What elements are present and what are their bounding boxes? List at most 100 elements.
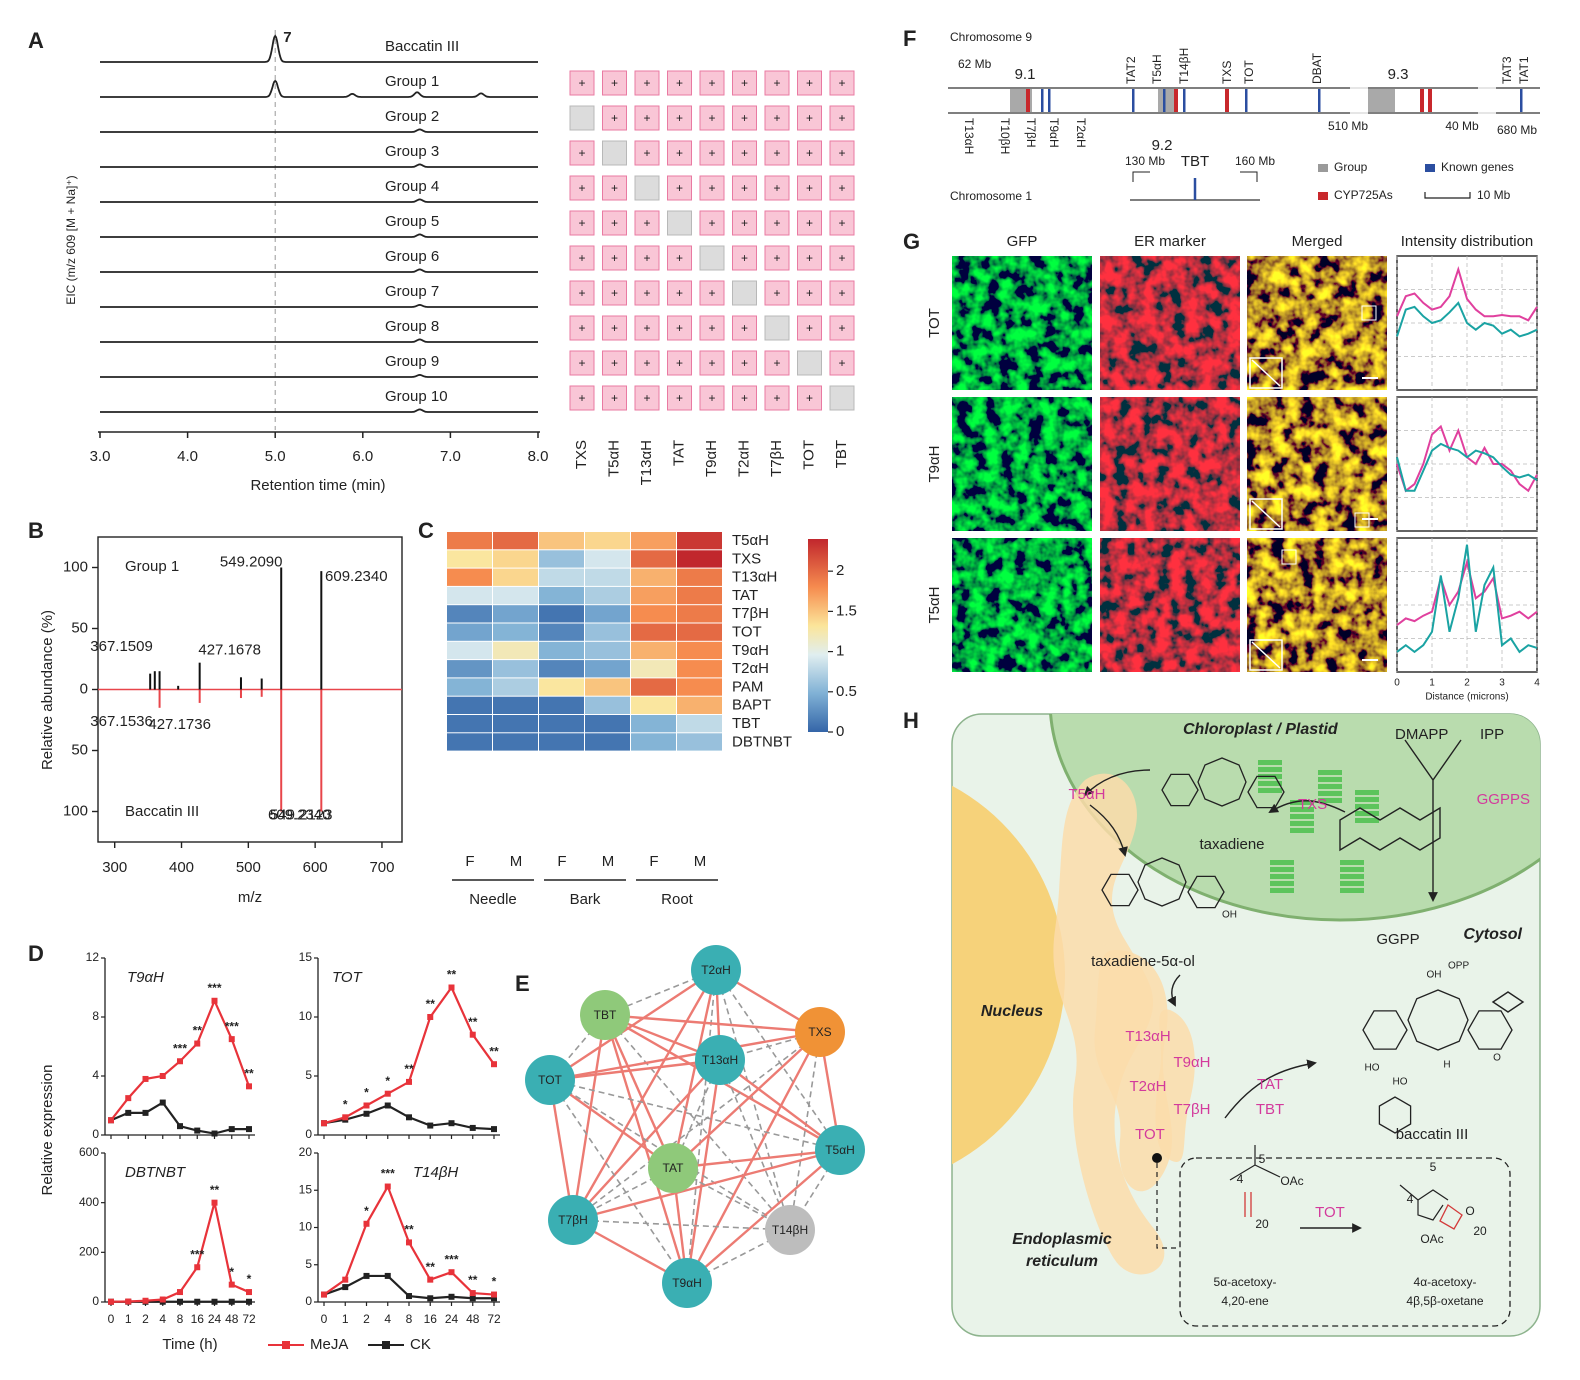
intensity-profile — [1396, 266, 1538, 322]
cell-symbol: + — [643, 111, 650, 125]
group-block — [1368, 89, 1395, 112]
cell-symbol: + — [611, 76, 618, 90]
trace-label: Group 3 — [385, 143, 439, 160]
x-tick-label: 72 — [242, 1312, 256, 1326]
heat-cell — [447, 568, 492, 586]
gene-label: TXS — [573, 440, 590, 469]
chromatogram — [100, 268, 538, 273]
thylakoid — [1270, 860, 1294, 865]
cell-symbol: + — [611, 216, 618, 230]
included-cell — [699, 280, 725, 306]
gene-label: T5αH — [1150, 54, 1164, 84]
row-label: DBTNBT — [732, 733, 792, 750]
cell-symbol: + — [773, 356, 780, 370]
cell-symbol: + — [741, 251, 748, 265]
expression-point — [177, 1123, 183, 1130]
row-label: T5αH — [732, 532, 769, 549]
significance: * — [247, 1272, 252, 1286]
peak-label: 367.1536 — [90, 713, 153, 730]
atom-label: OH — [1427, 970, 1442, 981]
nucleus — [952, 760, 1065, 1190]
thylakoid — [1340, 867, 1364, 872]
network-node — [795, 1007, 845, 1057]
thylakoid — [1290, 807, 1314, 812]
significance: ** — [468, 1015, 478, 1029]
included-cell — [667, 70, 692, 96]
network-edge — [719, 1031, 821, 1061]
cell-symbol: + — [643, 76, 650, 90]
gene-label: TAT3 — [1500, 56, 1514, 84]
significance: ** — [426, 1260, 436, 1274]
omitted-cell — [634, 175, 660, 201]
omitted-cell — [569, 105, 595, 131]
included-cell — [764, 175, 790, 201]
heat-cell — [493, 605, 538, 623]
gene-label: T10βH — [998, 118, 1012, 154]
heat-cell — [677, 605, 722, 623]
trace-label: Group 9 — [385, 353, 439, 370]
atom-label: 5 — [1259, 1152, 1266, 1166]
included-cell — [797, 175, 822, 201]
compartment-label: Cytosol — [1463, 926, 1522, 943]
network-edge — [549, 1079, 841, 1151]
cell-symbol: + — [676, 181, 683, 195]
cyp725-gene — [1225, 89, 1229, 112]
cell-symbol: + — [708, 321, 715, 335]
x-tick-label: 500 — [236, 859, 261, 876]
included-cell — [699, 140, 725, 166]
expression-point — [142, 1075, 149, 1082]
included-cell — [797, 140, 822, 166]
cell-symbol: + — [578, 251, 585, 265]
group-block — [1158, 89, 1176, 112]
intensity-profile — [1396, 544, 1538, 654]
cell-symbol: + — [838, 251, 845, 265]
included-cell — [602, 210, 627, 236]
x-tick-label: 1 — [1429, 678, 1435, 689]
thylakoid — [1355, 797, 1379, 802]
network-edge — [549, 1079, 688, 1284]
enzyme: TBT — [1256, 1101, 1284, 1118]
row-label: T13αH — [732, 569, 777, 586]
thylakoid — [1290, 821, 1314, 826]
panel-letter: B — [28, 518, 44, 543]
included-cell — [699, 105, 725, 131]
structure-bond — [1161, 773, 1199, 807]
intensity-profile — [1396, 558, 1538, 626]
cyp725-gene — [1428, 89, 1432, 112]
expression-point — [469, 1031, 476, 1038]
expression-point — [194, 1298, 201, 1305]
chromosome-break — [1350, 86, 1368, 116]
cell-symbol: + — [708, 76, 715, 90]
x-tick-label: 16 — [424, 1312, 438, 1326]
expression-point — [321, 1291, 327, 1298]
chromatogram — [100, 34, 538, 63]
thylakoid — [1290, 828, 1314, 833]
included-cell — [634, 140, 660, 166]
micrograph — [952, 256, 1092, 390]
cell-symbol: + — [806, 76, 813, 90]
expression-point — [342, 1284, 349, 1291]
significance: *** — [173, 1041, 187, 1055]
included-cell — [764, 210, 790, 236]
included-cell — [569, 210, 595, 236]
cell-symbol: + — [643, 251, 650, 265]
heat-cell — [677, 550, 722, 568]
heat-cell — [631, 623, 676, 641]
chromosome-position: TBT — [1181, 153, 1209, 170]
included-cell — [797, 385, 822, 411]
expression-point — [125, 1109, 132, 1116]
thylakoid — [1318, 784, 1342, 789]
heat-cell — [539, 532, 584, 550]
significance: ** — [193, 1024, 203, 1038]
heat-cell — [677, 586, 722, 605]
cell-symbol: + — [676, 76, 683, 90]
included-cell — [569, 175, 595, 201]
x-tick-label: 1 — [125, 1312, 132, 1326]
thylakoid — [1318, 777, 1342, 782]
expression-point — [177, 1058, 183, 1065]
network-node — [695, 1035, 745, 1085]
row-label: BAPT — [732, 697, 771, 714]
row-label: TBT — [732, 715, 760, 732]
expression-point — [228, 1036, 235, 1043]
heat-cell — [447, 696, 492, 714]
